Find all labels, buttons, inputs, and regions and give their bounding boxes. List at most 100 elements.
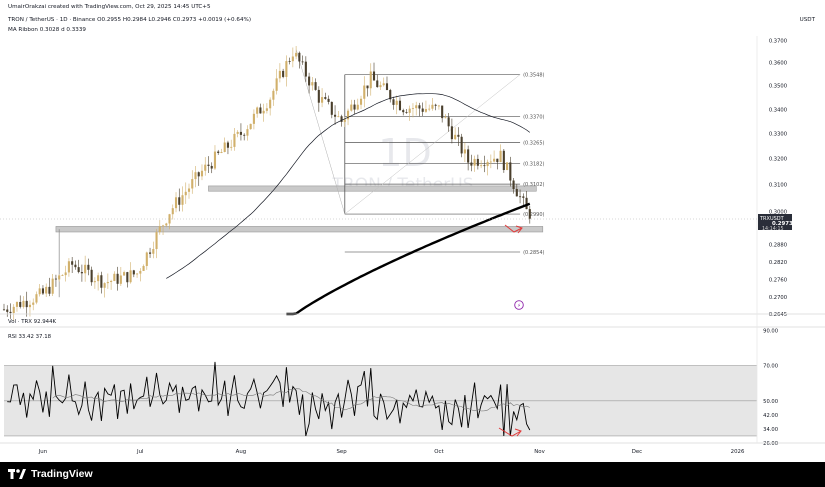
time-tick-label: Jul (136, 449, 144, 455)
candle-body (457, 134, 460, 137)
candle-body (509, 162, 512, 181)
rsi-line (7, 361, 531, 437)
candle-body (220, 151, 223, 153)
candle-body (389, 90, 392, 100)
rsi-tick-label: 26.00 (763, 441, 778, 447)
price-tick-label: 0.3700 (769, 38, 787, 44)
candle-body (51, 278, 54, 294)
candle-body (311, 82, 314, 86)
candle-body (340, 116, 343, 122)
candle-body (473, 158, 476, 166)
rsi-tick-label: 50.00 (763, 399, 778, 405)
candle-body (496, 158, 499, 163)
candle-body (382, 83, 385, 86)
price-tick-label: 0.2880 (769, 243, 787, 249)
symbol-ohlc-line: TRON / TetherUS · 1D · Binance O0.2955 H… (8, 17, 251, 23)
price-tick-label: 0.3000 (769, 209, 787, 215)
candle-body (71, 261, 74, 265)
candle-body (522, 196, 525, 198)
chart-panel: 1D TRON / TetherUS (0.3548) (0.3370) (0.32… (0, 0, 825, 462)
candle-body (343, 119, 346, 122)
rsi-label: RSI 33.42 37.18 (8, 334, 52, 340)
support-zone (55, 226, 544, 233)
candle-body (243, 134, 246, 136)
event-marker-icon[interactable]: ⚡ (514, 300, 524, 310)
time-tick-label: 2026 (731, 449, 745, 455)
candle-body (269, 99, 272, 109)
candle-body (230, 146, 233, 148)
candle-body (168, 214, 171, 224)
candle-body (41, 288, 45, 294)
candle-body (210, 165, 213, 169)
price-badge-price: 0.2973 (772, 221, 793, 227)
candle-body (431, 104, 434, 109)
candle-body (379, 85, 382, 88)
trend-diagonal (344, 74, 521, 215)
candle-body (45, 286, 48, 294)
candle-body (415, 105, 418, 109)
candle-body (142, 265, 145, 271)
fib-level-label: (0.2990) (523, 212, 544, 218)
price-tick-label: 0.3600 (769, 61, 787, 67)
candle-body (314, 82, 317, 90)
candle-body (486, 161, 489, 167)
candle-body (350, 104, 353, 111)
tradingview-logo-text: TradingView (31, 468, 93, 480)
candle-body (35, 294, 38, 303)
candle-body (288, 61, 291, 62)
candle-body (239, 131, 242, 135)
price-badge-symbol: TRXUSDT (759, 216, 785, 222)
candle-body (15, 301, 19, 307)
candle-body (395, 100, 398, 105)
rsi-tick-label: 90.00 (763, 329, 778, 335)
candle-body (528, 209, 531, 219)
chart-svg[interactable]: 1D TRON / TetherUS (0.3548) (0.3370) (0.32… (0, 0, 825, 462)
candle-body (116, 273, 119, 284)
candle-body (110, 280, 113, 283)
candle-body (512, 180, 515, 189)
candle-body (119, 275, 122, 284)
candle-body (61, 275, 64, 276)
candle-body (467, 149, 470, 163)
candle-body (207, 164, 210, 166)
fib-level-label: (0.3265) (523, 140, 544, 146)
candle-body (392, 99, 395, 105)
candle-body (149, 252, 152, 254)
tradingview-logo[interactable]: TradingView (8, 468, 93, 480)
candle-body (359, 98, 363, 105)
candle-body (463, 149, 466, 154)
price-arrow-annotation (504, 224, 523, 234)
candle-body (113, 273, 116, 281)
candle-body (87, 264, 90, 270)
candle-body (187, 188, 191, 192)
candle-body (515, 188, 518, 197)
candle-body (385, 83, 389, 91)
candle-body (226, 142, 230, 148)
candle-body (369, 71, 372, 89)
candle-body (132, 270, 135, 275)
time-tick-label: Sep (336, 449, 347, 455)
candle-body (158, 226, 161, 233)
time-tick-label: Nov (534, 449, 545, 455)
candle-body (171, 208, 174, 215)
price-tick-label: 0.3200 (769, 157, 787, 163)
fib-level-label: (0.3370) (523, 115, 544, 121)
candle-body (502, 150, 505, 171)
ma-ribbon-thin-line (166, 93, 531, 279)
currency-label: USDT (799, 17, 815, 23)
price-tick-label: 0.2760 (769, 277, 787, 283)
price-tick-label: 0.3500 (769, 84, 787, 90)
candle-body (223, 142, 226, 152)
candle-body (184, 191, 187, 196)
candle-body (259, 107, 262, 114)
svg-text:⚡: ⚡ (517, 303, 521, 309)
rsi-ma-line (52, 388, 530, 412)
resistance-zone (208, 185, 537, 192)
candle-body (450, 126, 453, 140)
candle-body (48, 286, 51, 294)
rsi-tick-label: 42.00 (763, 413, 778, 419)
time-tick-label: Jun (38, 449, 47, 455)
candle-body (525, 197, 528, 210)
candle-body (194, 172, 197, 180)
time-tick-label: Oct (434, 449, 443, 455)
